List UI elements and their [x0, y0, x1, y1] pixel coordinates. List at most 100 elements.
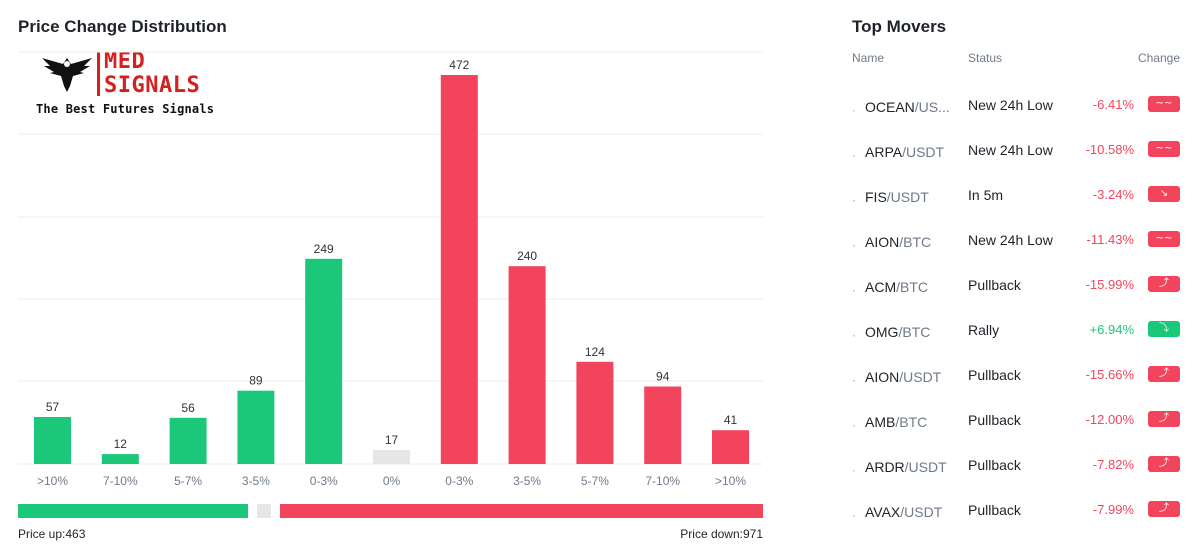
mover-quote: /BTC [899, 234, 932, 250]
category-tick-label: 7-10% [103, 474, 138, 488]
bar-value-label: 124 [585, 345, 605, 359]
mover-base: ACM [865, 279, 897, 295]
mover-quote: /BTC [896, 279, 929, 295]
mover-change: -7.99% [1092, 502, 1134, 517]
mover-row[interactable]: · AVAX/USDT Pullback -7.99% ⤴ [852, 501, 1180, 549]
mover-quote: /BTC [895, 414, 928, 430]
bar-value-label: 240 [517, 249, 537, 263]
mover-row[interactable]: · ACM/BTC Pullback -15.99% ⤴ [852, 276, 1180, 324]
mover-change: -15.66% [1085, 367, 1134, 382]
mover-quote: /USDT [904, 459, 947, 475]
mover-status: Rally [968, 322, 1000, 338]
mover-base: AVAX [865, 504, 901, 520]
bar-value-label: 94 [656, 370, 670, 384]
bar-value-label: 89 [249, 374, 263, 388]
bullet-icon: · [852, 328, 856, 342]
category-tick-label: 7-10% [645, 474, 680, 488]
mover-row[interactable]: · AION/USDT Pullback -15.66% ⤴ [852, 366, 1180, 414]
mover-pair[interactable]: AION/BTC [865, 234, 931, 250]
category-tick-label: 0% [383, 474, 401, 488]
price-down-ratio-bar [280, 504, 763, 518]
arrow-down-right-icon: ↘ [1148, 186, 1180, 202]
chart-bar[interactable] [644, 386, 682, 465]
mover-base: AMB [865, 414, 896, 430]
mover-pair[interactable]: ARPA/USDT [865, 144, 944, 160]
mover-change: -12.00% [1085, 412, 1134, 427]
chart-title: Price Change Distribution [18, 17, 227, 36]
category-tick-label: 5-7% [581, 474, 609, 488]
chart-bar[interactable] [305, 258, 343, 464]
logo-tagline: The Best Futures Signals [36, 102, 215, 116]
price-flat-ratio-bar [257, 504, 271, 518]
mover-pair[interactable]: FIS/USDT [865, 189, 929, 205]
bar-value-label: 12 [114, 437, 128, 451]
mover-change: -10.58% [1085, 142, 1134, 157]
mover-change: -3.24% [1092, 187, 1134, 202]
column-header-status: Status [968, 51, 1003, 65]
mover-status: New 24h Low [968, 97, 1053, 113]
chart-bar[interactable] [169, 417, 207, 464]
price-down-count: Price down:971 [680, 527, 763, 541]
bullet-icon: · [852, 193, 856, 207]
mover-row[interactable]: · ARPA/USDT New 24h Low -10.58% ~~ [852, 141, 1180, 189]
mover-pair[interactable]: AVAX/USDT [865, 504, 942, 520]
mover-pair[interactable]: OMG/BTC [865, 324, 930, 340]
mover-change: -11.43% [1086, 232, 1134, 247]
mover-base: FIS [865, 189, 887, 205]
bullet-icon: · [852, 238, 856, 252]
mover-status: New 24h Low [968, 142, 1053, 158]
column-header-name: Name [852, 51, 885, 65]
bullet-icon: · [852, 418, 856, 432]
chart-bar[interactable] [712, 430, 749, 464]
pullback-icon: ⤴ [1148, 456, 1180, 472]
top-movers-title: Top Movers [852, 17, 947, 36]
bullet-icon: · [852, 103, 856, 117]
med-signals-logo: MED SIGNALS The Best Futures Signals [36, 48, 214, 120]
mover-pair[interactable]: AMB/BTC [865, 414, 927, 430]
chart-bar[interactable] [101, 454, 139, 464]
mover-pair[interactable]: OCEAN/US... [865, 99, 950, 115]
mover-row[interactable]: · OCEAN/US... New 24h Low -6.41% ~~ [852, 96, 1180, 144]
mover-pair[interactable]: ARDR/USDT [865, 459, 947, 475]
price-change-bar-chart: 57 >10% 12 7-10% 56 5-7% 89 3-5% 249 0-3% 17 0% 472 0… [18, 51, 763, 488]
chart-bar[interactable] [440, 75, 478, 464]
category-tick-label: 3-5% [513, 474, 541, 488]
mover-change: -15.99% [1085, 277, 1134, 292]
mover-status: Pullback [968, 367, 1021, 383]
price-up-ratio-bar [18, 504, 248, 518]
mover-quote: /USDT [899, 369, 942, 385]
mover-base: ARDR [865, 459, 905, 475]
chart-bar[interactable] [576, 361, 614, 464]
wave-down-icon: ~~ [1148, 96, 1180, 112]
category-tick-label: 0-3% [445, 474, 473, 488]
logo-word-med: MED [104, 49, 146, 74]
category-tick-label: >10% [37, 474, 68, 488]
bullet-icon: · [852, 283, 856, 297]
bar-value-label: 57 [46, 400, 60, 414]
mover-row[interactable]: · AION/BTC New 24h Low -11.43% ~~ [852, 231, 1180, 279]
bar-value-label: 56 [181, 401, 195, 415]
pullback-icon: ⤴ [1148, 501, 1180, 517]
chart-bar[interactable] [508, 266, 546, 464]
category-tick-label: >10% [715, 474, 746, 488]
chart-bar[interactable] [34, 417, 71, 464]
mover-change: -6.41% [1092, 97, 1134, 112]
mover-quote: /US... [914, 99, 950, 115]
mover-base: AION [865, 369, 900, 385]
mover-pair[interactable]: ACM/BTC [865, 279, 928, 295]
mover-base: ARPA [865, 144, 903, 160]
mover-row[interactable]: · OMG/BTC Rally +6.94% ⤵ [852, 321, 1180, 369]
category-tick-label: 5-7% [174, 474, 202, 488]
mover-pair[interactable]: AION/USDT [865, 369, 941, 385]
chart-bar[interactable] [373, 450, 410, 464]
mover-row[interactable]: · ARDR/USDT Pullback -7.82% ⤴ [852, 456, 1180, 504]
column-header-change: Change [1137, 51, 1180, 65]
mover-row[interactable]: · FIS/USDT In 5m -3.24% ↘ [852, 186, 1180, 234]
wave-down-icon: ~~ [1148, 141, 1180, 157]
mover-row[interactable]: · AMB/BTC Pullback -12.00% ⤴ [852, 411, 1180, 459]
category-tick-label: 0-3% [310, 474, 338, 488]
eagle-icon [42, 58, 92, 92]
bar-value-label: 472 [449, 58, 469, 72]
mover-base: OMG [865, 324, 899, 340]
chart-bar[interactable] [237, 390, 275, 464]
